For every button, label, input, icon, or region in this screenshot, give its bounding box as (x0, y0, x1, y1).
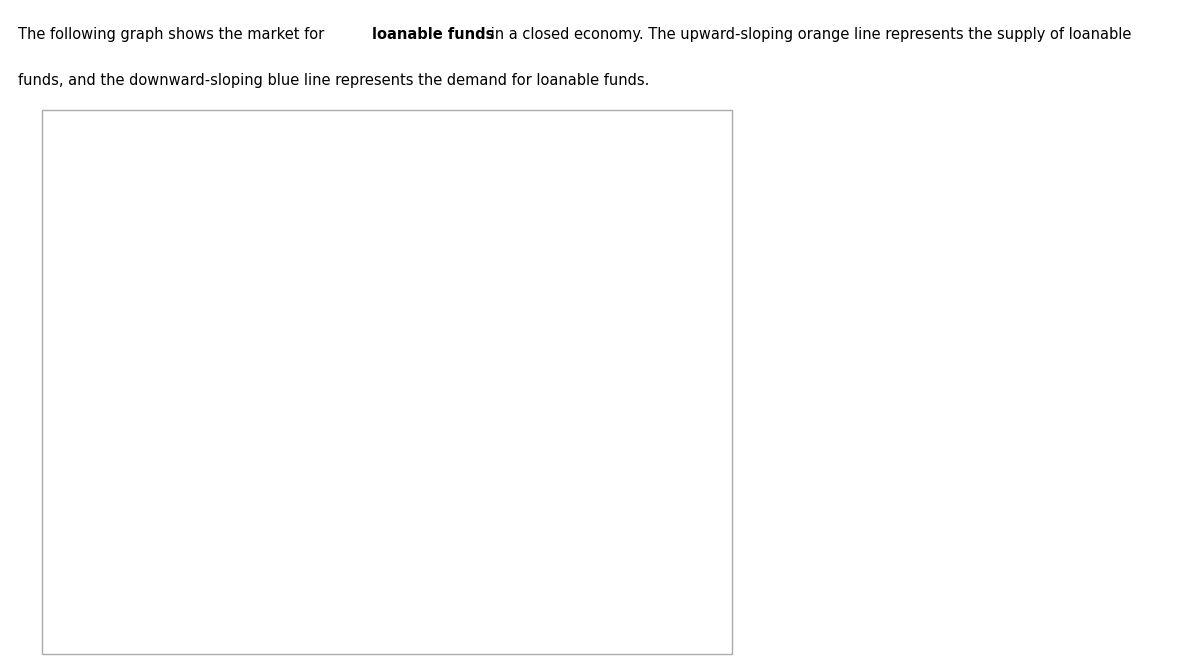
Text: Demand: Demand (496, 473, 558, 488)
Text: in a closed economy. The upward-sloping orange line represents the supply of loa: in a closed economy. The upward-sloping … (486, 27, 1132, 42)
Text: loanable funds: loanable funds (372, 27, 494, 42)
Text: The following graph shows the market for: The following graph shows the market for (18, 27, 329, 42)
Text: Supply: Supply (516, 221, 565, 236)
Text: funds, and the downward-sloping blue line represents the demand for loanable fun: funds, and the downward-sloping blue lin… (18, 73, 649, 88)
Y-axis label: INTEREST RATE (Percent): INTEREST RATE (Percent) (86, 300, 100, 466)
Text: ?: ? (685, 135, 694, 150)
X-axis label: LOANABLE FUNDS (Billions of dollars): LOANABLE FUNDS (Billions of dollars) (290, 635, 538, 647)
